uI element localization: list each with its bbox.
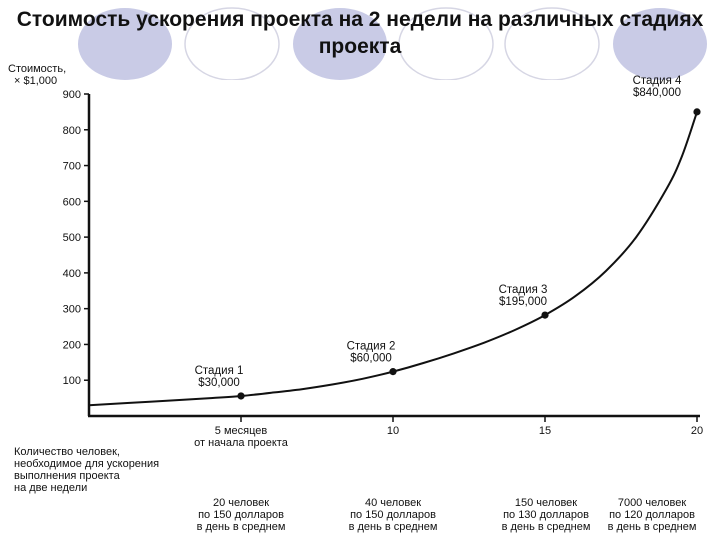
header-ring-1 xyxy=(78,8,172,80)
stage-4-point xyxy=(693,108,701,116)
y-axis-label: Стоимость, × $1,000 xyxy=(8,63,66,87)
stage-2-cost: $60,000 xyxy=(350,353,392,365)
x-tick-label: 20 xyxy=(691,425,703,437)
y-tick-label: 800 xyxy=(63,125,81,137)
y-tick-label: 900 xyxy=(63,89,81,101)
stage-markers: Стадия 1$30,000 Стадия 2$60,000 Стадия 3$1… xyxy=(195,75,701,400)
y-tick-label: 700 xyxy=(63,161,81,173)
x-tick-label: 5 месяцев от начала проекта xyxy=(194,425,289,449)
y-tick-label: 400 xyxy=(63,268,81,280)
header-ring-5 xyxy=(504,7,600,80)
header-ring-6 xyxy=(613,8,707,80)
cost-curve xyxy=(88,111,698,407)
stage-3-point xyxy=(541,311,549,319)
y-tick-label: 600 xyxy=(63,196,81,208)
y-tick-label: 200 xyxy=(63,339,81,351)
header-decoration xyxy=(78,7,707,80)
stage-4-name: Стадия 4 xyxy=(633,75,682,87)
stage-1-cost: $30,000 xyxy=(198,377,240,389)
stage-2-point xyxy=(389,368,397,376)
slide-title: Стоимость ускорения проекта на 2 недели … xyxy=(16,8,704,58)
stage-1-name: Стадия 1 xyxy=(195,365,244,377)
people-note-stage-1: 20 человек по 150 долларов в день в сред… xyxy=(196,497,286,533)
header-ring-2 xyxy=(184,7,280,80)
people-caption: Количество человек, необходимое для уско… xyxy=(14,446,160,494)
y-tick-label: 500 xyxy=(63,232,81,244)
stage-2-name: Стадия 2 xyxy=(347,341,396,353)
y-tick-label: 100 xyxy=(63,375,81,387)
x-tick-label: 10 xyxy=(387,425,399,437)
stage-3-cost: $195,000 xyxy=(499,296,547,308)
people-note-stage-2: 40 человек по 150 долларов в день в сред… xyxy=(348,497,438,533)
people-note-stage-4: 7000 человек по 120 долларов в день в ср… xyxy=(607,497,697,533)
y-axis: 100 200 300 400 500 600 700 800 900 xyxy=(63,89,89,387)
header-ring-4 xyxy=(398,7,494,80)
people-note-stage-3: 150 человек по 130 долларов в день в сре… xyxy=(501,497,591,533)
y-tick-label: 300 xyxy=(63,304,81,316)
header-ring-3 xyxy=(293,8,387,80)
stage-3-name: Стадия 3 xyxy=(499,284,548,296)
stage-4-cost: $840,000 xyxy=(633,87,681,99)
x-axis: 5 месяцев от начала проекта 10 15 20 xyxy=(194,416,703,449)
stage-1-point xyxy=(237,392,245,400)
x-tick-label: 15 xyxy=(539,425,551,437)
